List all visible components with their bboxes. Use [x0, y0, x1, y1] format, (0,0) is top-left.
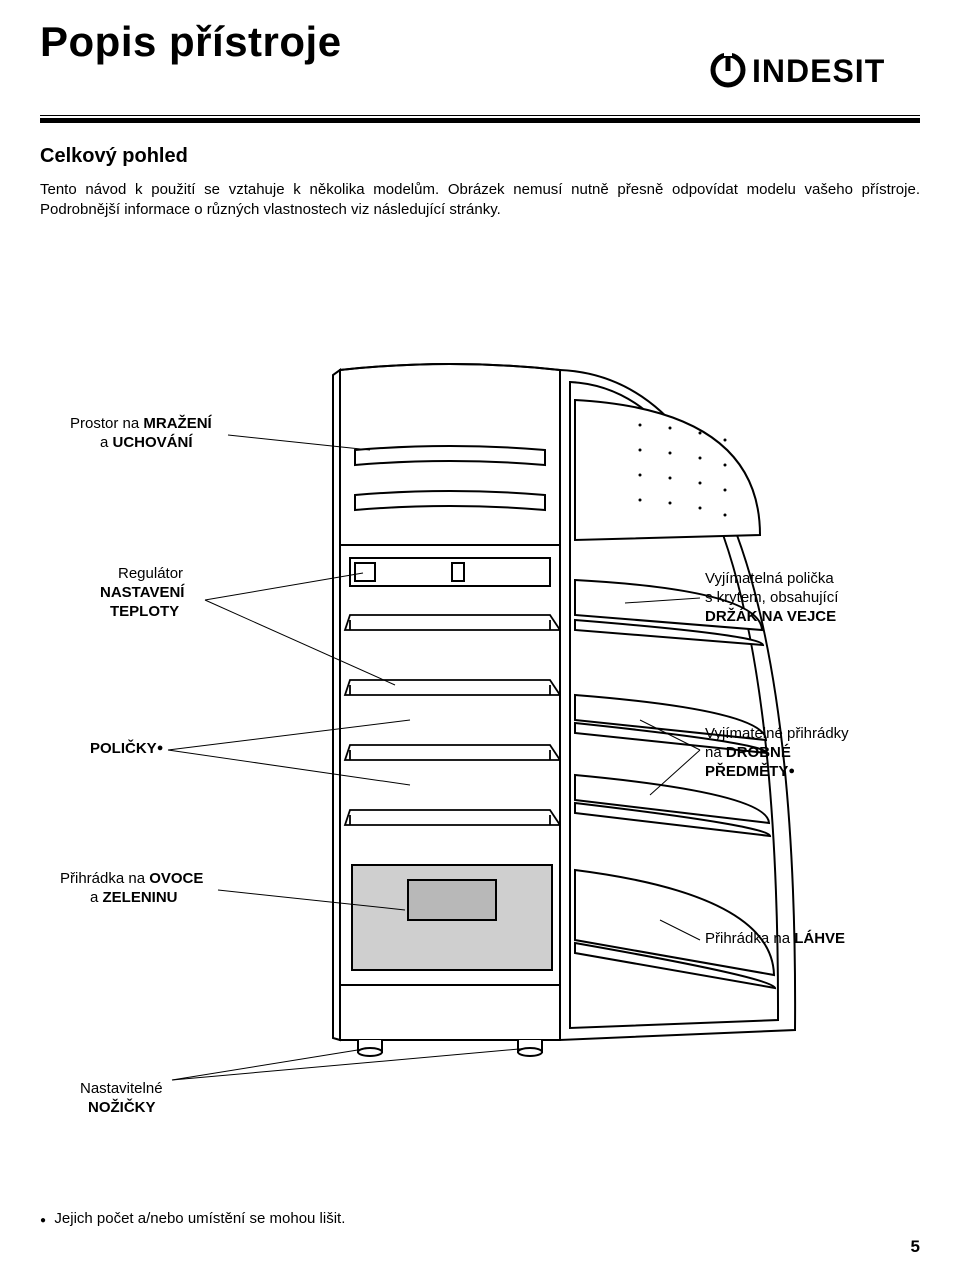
label-feet: Nastavitelné NOŽIČKY: [80, 1080, 163, 1118]
label-eggshelf: Vyjímatelná polička s krytem, obsahující…: [705, 570, 838, 626]
label-crisper: Přihrádka na OVOCE a ZELENINU: [60, 870, 203, 908]
label-thermostat: Regulátor NASTAVENÍ TEPLOTY: [100, 565, 184, 621]
section-description: Tento návod k použití se vztahuje k něko…: [40, 180, 920, 221]
brand-logo: INDESIT: [710, 50, 920, 95]
label-freezer: Prostor na MRAŽENÍ a UCHOVÁNÍ: [70, 415, 212, 453]
page-title: Popis přístroje: [40, 18, 342, 66]
footnote: ● Jejich počet a/nebo umístění se mohou …: [40, 1210, 345, 1227]
section-subtitle: Celkový pohled: [40, 145, 188, 168]
header-divider: [40, 115, 920, 122]
appliance-diagram: Prostor na MRAŽENÍ a UCHOVÁNÍ Regulátor …: [0, 320, 960, 1200]
label-smallshelf: Vyjímatelné přihrádky na DROBNÉ PŘEDMĚTY…: [705, 725, 849, 781]
svg-text:INDESIT: INDESIT: [752, 53, 885, 89]
label-bottles: Přihrádka na LÁHVE: [705, 930, 845, 949]
page-number: 5: [911, 1237, 920, 1257]
label-shelves: POLIČKY●: [90, 740, 163, 759]
